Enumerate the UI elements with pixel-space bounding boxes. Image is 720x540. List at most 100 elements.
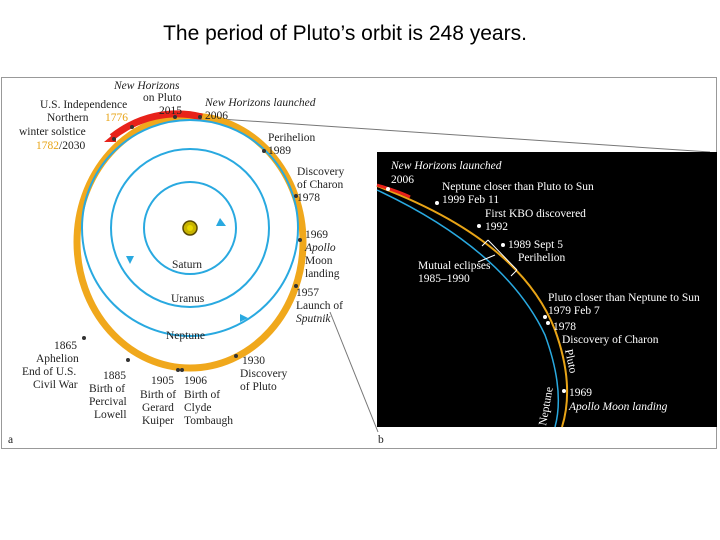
b-nh-launch-2: 2006	[391, 174, 414, 186]
solstice-label-1: Northern	[47, 112, 89, 124]
zoom-connector-bottom	[329, 311, 379, 433]
neptune-orbit-zoom	[376, 189, 560, 428]
charon-label-1: Discovery	[297, 166, 345, 178]
apollo-label-1: 1969	[305, 229, 328, 241]
dot-1905	[176, 368, 180, 372]
aphelion-label-2: Aphelion	[36, 353, 79, 365]
new-horizons-arc	[109, 110, 203, 140]
neptune-direction-arrow	[240, 314, 248, 322]
discovery-pluto-label-2: Discovery	[240, 368, 288, 380]
apollo-label-3: Moon	[305, 255, 333, 267]
solstice-label-2: winter solstice	[19, 126, 86, 138]
dot-b-1992	[477, 224, 481, 228]
independence-label-1: U.S. Independence	[40, 99, 127, 111]
saturn-direction-arrow	[216, 218, 226, 226]
aphelion-label-3: End of U.S.	[22, 366, 76, 378]
b-apollo-2: Apollo Moon landing	[568, 401, 668, 413]
uranus-label: Uranus	[171, 293, 205, 305]
lowell-label-2: Birth of	[89, 383, 125, 395]
panel-b-label: b	[378, 434, 384, 446]
panel-b-background	[377, 152, 717, 427]
dot-1782	[112, 137, 116, 141]
b-eclipses-1: Mutual eclipses	[418, 260, 491, 272]
b-kbo-2: 1992	[485, 221, 508, 233]
uranus-direction-arrow	[126, 256, 134, 264]
kuiper-label-4: Kuiper	[142, 415, 174, 427]
lowell-label-1: 1885	[103, 370, 126, 382]
dot-b-1969	[562, 389, 566, 393]
saturn-label: Saturn	[172, 259, 202, 271]
tombaugh-label-2: Birth of	[184, 389, 220, 401]
eclipse-leader	[477, 254, 496, 263]
aphelion-label-4: Civil War	[33, 379, 78, 391]
aphelion-label-1: 1865	[54, 340, 77, 352]
b-kbo-1: First KBO discovered	[485, 208, 586, 220]
lowell-label-3: Percival	[89, 396, 127, 408]
nh-pluto-label-2: on Pluto	[143, 92, 182, 104]
dot-1969	[298, 238, 302, 242]
nh-launch-label-1: New Horizons launched	[204, 97, 316, 109]
independence-label-2: 1776	[105, 112, 128, 124]
pluto-orbit-zoom	[376, 185, 569, 428]
b-pluto-closer-2: 1979 Feb 7	[548, 305, 600, 317]
b-neptune-closer-1: Neptune closer than Pluto to Sun	[442, 181, 594, 193]
nh-launch-label-2: 2006	[205, 110, 228, 122]
neptune-label: Neptune	[166, 330, 205, 342]
perihelion-label-2: 1989	[268, 145, 291, 157]
discovery-pluto-label-1: 1930	[242, 355, 265, 367]
dot-1865	[82, 336, 86, 340]
apollo-label-2: Apollo	[304, 242, 336, 254]
panel-a-label: a	[8, 434, 13, 446]
dot-b-2006	[386, 187, 390, 191]
b-nh-launch-1: New Horizons launched	[390, 160, 502, 172]
slide-title: The period of Pluto’s orbit is 248 years…	[163, 22, 527, 45]
b-charon-2: Discovery of Charon	[562, 334, 659, 346]
eclipse-bracket	[481, 239, 518, 277]
dot-1776	[130, 125, 134, 129]
dot-1906	[180, 368, 184, 372]
b-perihelion-2: Perihelion	[518, 252, 566, 264]
tombaugh-label-4: Tombaugh	[184, 415, 233, 427]
b-pluto-orbit-label: Pluto	[562, 348, 579, 374]
apollo-label-4: landing	[305, 268, 340, 280]
dot-b-1999	[435, 201, 439, 205]
sputnik-label-3: Sputnik	[296, 313, 331, 325]
dot-b-1978	[546, 321, 550, 325]
sputnik-label-2: Launch of	[296, 300, 343, 312]
neptune-orbit	[81, 119, 299, 337]
dot-1930	[234, 354, 238, 358]
b-charon-1: 1978	[553, 321, 576, 333]
kuiper-label-1: 1905	[151, 375, 174, 387]
sun-core	[187, 225, 193, 231]
b-pluto-closer-1: Pluto closer than Neptune to Sun	[548, 292, 700, 304]
nh-arc-zoom	[376, 183, 411, 199]
uranus-orbit	[110, 148, 270, 308]
dot-1957	[294, 284, 298, 288]
solstice-label-3: 1782/2030	[36, 140, 85, 152]
discovery-pluto-label-3: of Pluto	[240, 381, 277, 393]
dot-1885	[126, 358, 130, 362]
kuiper-label-2: Birth of	[140, 389, 176, 401]
saturn-orbit	[143, 181, 237, 275]
dot-b-1979	[543, 315, 547, 319]
dot-1978	[294, 194, 298, 198]
b-neptune-closer-2: 1999 Feb 11	[442, 194, 499, 206]
tombaugh-label-3: Clyde	[184, 402, 211, 414]
b-perihelion-1: 1989 Sept 5	[508, 239, 563, 251]
dot-b-1989	[501, 243, 505, 247]
tombaugh-label-1: 1906	[184, 375, 207, 387]
nh-pluto-label-3: 2015	[159, 105, 182, 117]
sputnik-label-1: 1957	[296, 287, 319, 299]
zoom-connector-top	[204, 117, 711, 153]
b-eclipses-2: 1985–1990	[418, 273, 470, 285]
dot-2015	[173, 115, 177, 119]
charon-label-2: of Charon	[297, 179, 344, 191]
b-apollo-1: 1969	[569, 387, 592, 399]
charon-label-3: 1978	[297, 192, 320, 204]
lowell-label-4: Lowell	[94, 409, 127, 421]
kuiper-label-3: Gerard	[142, 402, 174, 414]
dot-2006	[198, 115, 202, 119]
nh-pluto-label-1: New Horizons	[113, 80, 180, 92]
dot-1989	[262, 149, 266, 153]
